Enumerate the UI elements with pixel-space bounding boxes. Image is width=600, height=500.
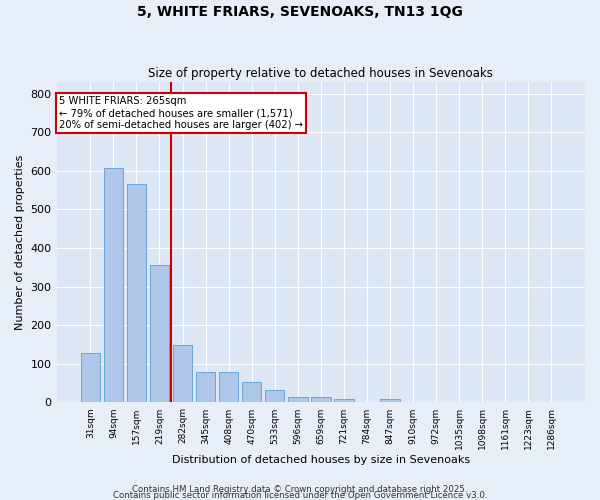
Bar <box>173 344 193 403</box>
Bar <box>80 353 100 403</box>
Bar <box>334 400 353 402</box>
Bar <box>196 372 215 402</box>
Bar <box>149 266 169 402</box>
Bar <box>104 168 123 402</box>
Bar <box>242 382 262 402</box>
Bar <box>380 400 400 402</box>
X-axis label: Distribution of detached houses by size in Sevenoaks: Distribution of detached houses by size … <box>172 455 470 465</box>
Text: Contains public sector information licensed under the Open Government Licence v3: Contains public sector information licen… <box>113 491 487 500</box>
Title: Size of property relative to detached houses in Sevenoaks: Size of property relative to detached ho… <box>148 66 493 80</box>
Bar <box>288 398 308 402</box>
Text: 5 WHITE FRIARS: 265sqm
← 79% of detached houses are smaller (1,571)
20% of semi-: 5 WHITE FRIARS: 265sqm ← 79% of detached… <box>59 96 303 130</box>
Y-axis label: Number of detached properties: Number of detached properties <box>15 154 25 330</box>
Bar <box>219 372 238 402</box>
Text: 5, WHITE FRIARS, SEVENOAKS, TN13 1QG: 5, WHITE FRIARS, SEVENOAKS, TN13 1QG <box>137 5 463 19</box>
Bar <box>127 184 146 402</box>
Bar <box>311 398 331 402</box>
Text: Contains HM Land Registry data © Crown copyright and database right 2025.: Contains HM Land Registry data © Crown c… <box>132 484 468 494</box>
Bar <box>265 390 284 402</box>
